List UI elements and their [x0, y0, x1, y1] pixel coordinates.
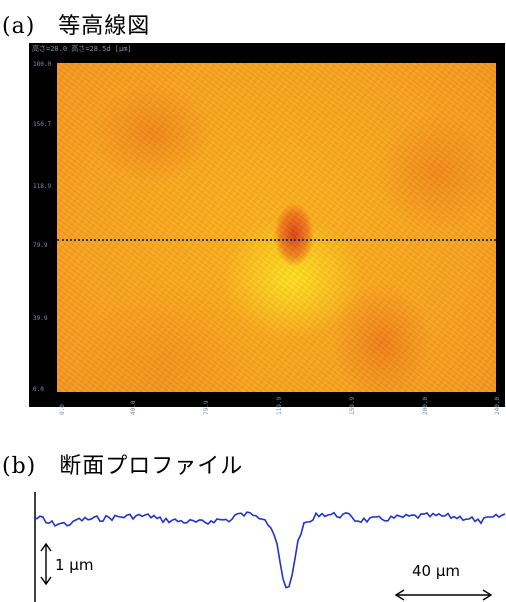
horizontal-scale-arrow-icon	[394, 589, 493, 601]
vertical-scale-arrow-icon	[40, 542, 52, 586]
cross-section-profile: 1 μm 40 μm	[34, 492, 506, 602]
contour-map: 高さ=20.0 高さ=28.5d [μm] 180.0 150.7 118.9 …	[29, 43, 505, 415]
caption-a: (a) 等高線図	[2, 14, 151, 39]
x-tick-label: 200.0	[422, 396, 429, 415]
profile-curve	[34, 511, 506, 589]
x-tick-label: 0.0	[59, 404, 66, 415]
y-tick-label: 150.7	[33, 121, 52, 128]
height-map-image	[57, 63, 496, 392]
vertical-scale-label: 1 μm	[55, 556, 94, 574]
x-tick-label: 159.9	[349, 396, 356, 415]
y-tick-label: 118.9	[33, 183, 52, 190]
y-tick-label: 39.9	[33, 315, 48, 322]
caption-b: (b) 断面プロファイル	[2, 454, 244, 479]
x-tick-label: 40.0	[130, 400, 137, 415]
x-tick-label: 79.9	[203, 400, 210, 415]
x-tick-label: 119.9	[276, 396, 283, 415]
y-tick-label: 79.9	[33, 242, 48, 249]
horizontal-scale-label: 40 μm	[412, 562, 461, 580]
x-tick-label: 240.0	[494, 396, 501, 415]
map-header-text: 高さ=20.0 高さ=28.5d [μm]	[32, 45, 132, 53]
y-tick-label: 0.0	[33, 386, 44, 393]
y-tick-label: 180.0	[33, 61, 52, 68]
profile-line-marker	[57, 239, 496, 241]
